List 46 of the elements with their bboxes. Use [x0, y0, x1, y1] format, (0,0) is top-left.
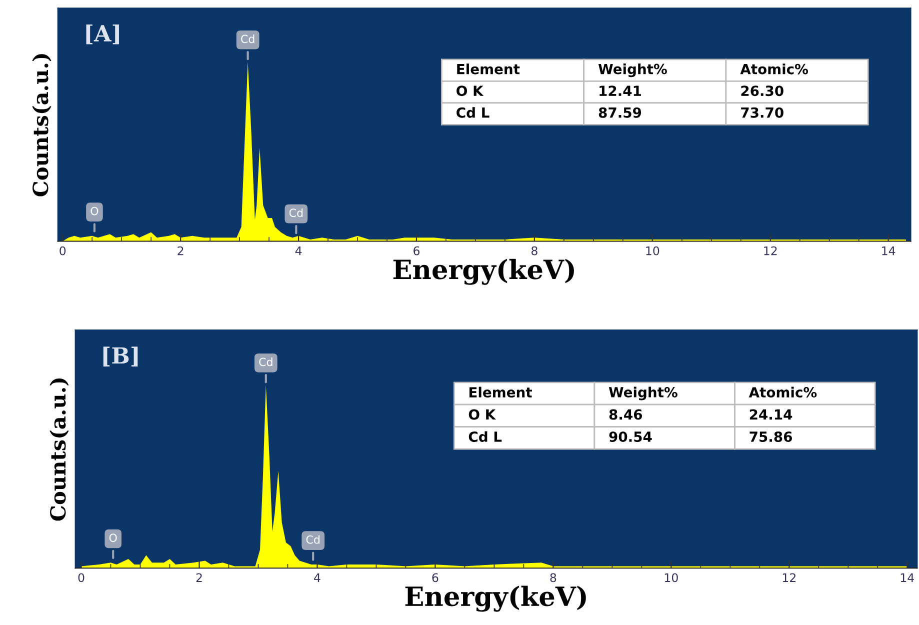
- annotation: 90.54: [609, 431, 652, 442]
- annotation: 8.46: [609, 409, 642, 420]
- annotation: Cd: [289, 208, 303, 218]
- x-tick-label: 14: [900, 573, 914, 582]
- x-tick-label: 6: [414, 246, 420, 256]
- x-tick-label: 8: [531, 246, 538, 256]
- x-tick-label: 14: [882, 246, 896, 256]
- x-tick-label: 6: [432, 573, 438, 582]
- annotation: O: [90, 206, 98, 216]
- annotation: 24.14: [750, 409, 792, 420]
- annotation: Cd: [259, 358, 272, 366]
- annotation: 75.86: [750, 431, 792, 442]
- text: [A]: [86, 24, 119, 44]
- annotation: Atomic%: [740, 64, 808, 74]
- x-tick-label: 10: [646, 246, 660, 256]
- x-tick-label: 0: [60, 246, 66, 256]
- x-tick-label: 2: [196, 573, 202, 582]
- x-tick-label: 10: [664, 573, 678, 582]
- annotation: Cd L: [456, 107, 490, 118]
- x-axis-title: Energy(keV): [405, 586, 586, 612]
- annotation: 87.59: [598, 107, 642, 118]
- annotation: Weight%: [598, 64, 667, 78]
- annotation: O K: [468, 409, 496, 420]
- annotation: O: [109, 534, 117, 542]
- annotation: Element: [457, 64, 520, 74]
- annotation: Cd L: [468, 431, 502, 442]
- annotation: 26.30: [741, 86, 784, 96]
- text: [B]: [103, 346, 138, 366]
- annotation: Cd: [306, 535, 320, 544]
- x-tick-label: 4: [295, 246, 302, 256]
- annotation: O K: [456, 86, 484, 96]
- y-axis-title: Counts(a.u.): [50, 378, 69, 521]
- x-tick-label: 12: [764, 246, 777, 256]
- annotation: Element: [469, 386, 532, 398]
- x-tick-label: 0: [78, 573, 84, 582]
- annotation: Atomic%: [748, 386, 817, 398]
- annotation: 73.70: [741, 107, 784, 118]
- x-tick-label: 4: [314, 573, 320, 582]
- x-tick-label: 8: [550, 573, 556, 582]
- y-axis-title: Counts(a.u.): [32, 54, 52, 196]
- annotation: 12.41: [600, 86, 641, 96]
- x-axis-title: Energy(keV): [393, 258, 574, 285]
- annotation: Cd: [241, 34, 254, 44]
- x-tick-label: 2: [178, 246, 184, 256]
- x-tick-label: 12: [782, 573, 796, 582]
- annotation: Weight%: [608, 386, 678, 400]
